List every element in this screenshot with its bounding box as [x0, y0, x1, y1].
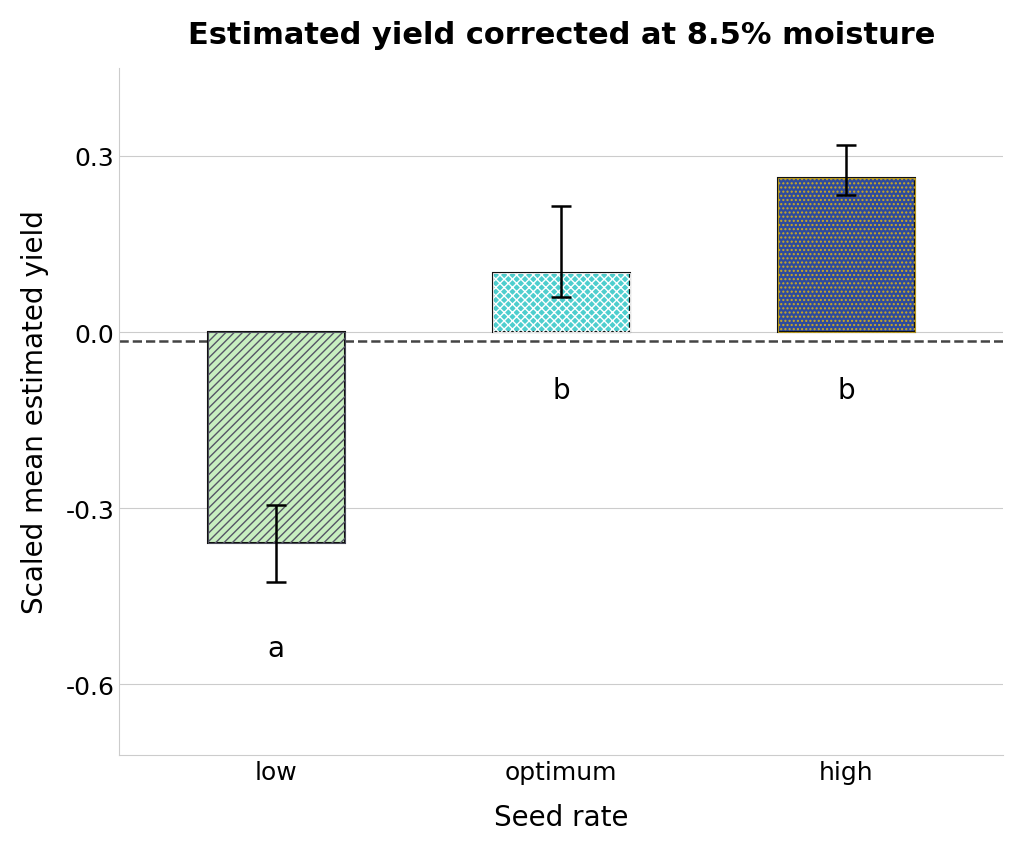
Bar [493, 274, 630, 332]
Bar [208, 332, 345, 544]
Text: a: a [267, 635, 285, 663]
Bar [493, 274, 630, 332]
Bar [208, 332, 345, 544]
Title: Estimated yield corrected at 8.5% moisture: Estimated yield corrected at 8.5% moistu… [187, 20, 935, 49]
Bar [778, 178, 914, 332]
X-axis label: Seed rate: Seed rate [494, 803, 629, 832]
Text: b: b [553, 377, 570, 405]
Bar [778, 178, 914, 332]
Text: b: b [838, 377, 855, 405]
Y-axis label: Scaled mean estimated yield: Scaled mean estimated yield [20, 210, 49, 613]
